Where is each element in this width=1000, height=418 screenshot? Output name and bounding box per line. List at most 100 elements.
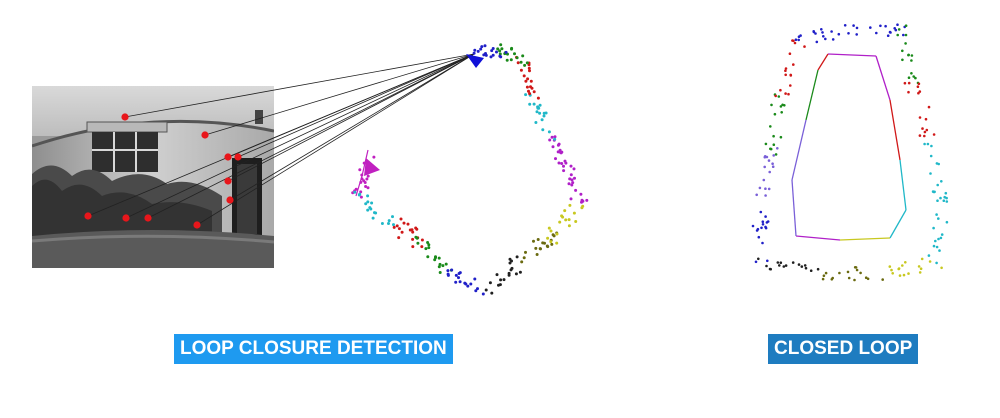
- feature-match-lines: [87, 53, 475, 226]
- map-point: [466, 284, 470, 288]
- map-point: [570, 183, 574, 187]
- map-point: [433, 258, 437, 262]
- map-point: [510, 46, 514, 50]
- map-point: [371, 216, 375, 220]
- map-point: [427, 246, 431, 250]
- map-point: [799, 34, 802, 37]
- map-point: [764, 215, 767, 218]
- map-point: [446, 272, 450, 276]
- map-point: [519, 68, 523, 72]
- map-point: [917, 265, 921, 268]
- map-point: [766, 259, 769, 263]
- map-point: [761, 220, 765, 223]
- map-point: [764, 142, 768, 146]
- map-point: [769, 147, 772, 151]
- map-point: [525, 85, 529, 89]
- map-point: [901, 58, 904, 62]
- match-line: [237, 53, 475, 158]
- map-point: [521, 54, 525, 58]
- map-point: [793, 41, 797, 45]
- map-point: [392, 223, 395, 227]
- map-point: [426, 241, 430, 244]
- map-point: [550, 242, 554, 246]
- map-point: [538, 103, 542, 107]
- map-point: [400, 230, 404, 234]
- map-point: [500, 47, 504, 51]
- map-point: [558, 220, 562, 224]
- map-point: [910, 54, 914, 57]
- map-point: [358, 168, 362, 172]
- map-point: [569, 164, 573, 168]
- map-point: [803, 45, 806, 48]
- map-point: [771, 165, 775, 168]
- map-point: [366, 200, 370, 204]
- map-point: [574, 220, 578, 223]
- map-point: [886, 34, 890, 37]
- map-point: [901, 264, 904, 267]
- map-point: [936, 183, 939, 187]
- map-point: [529, 79, 533, 83]
- map-point: [769, 267, 772, 271]
- map-point: [549, 229, 553, 233]
- map-point: [918, 116, 922, 119]
- map-point: [509, 268, 513, 272]
- house-facade-photo: [32, 86, 274, 268]
- map-point: [530, 86, 534, 90]
- map-point: [815, 40, 819, 44]
- map-point: [474, 289, 478, 293]
- map-point: [904, 261, 907, 264]
- map-point: [524, 93, 528, 97]
- map-point: [774, 153, 778, 156]
- map-point: [776, 147, 779, 150]
- current-pose-marker: [466, 54, 484, 68]
- map-point: [402, 221, 406, 225]
- map-point: [792, 39, 795, 43]
- map-point: [755, 193, 758, 197]
- map-point: [368, 206, 372, 210]
- map-point: [359, 195, 363, 199]
- map-point: [541, 241, 545, 245]
- map-point: [527, 89, 530, 93]
- map-point: [797, 263, 801, 266]
- map-point: [528, 92, 532, 96]
- map-point: [847, 276, 851, 280]
- map-point: [387, 219, 391, 223]
- map-point: [904, 42, 907, 45]
- map-point: [771, 162, 774, 165]
- map-point: [524, 79, 528, 83]
- map-point: [869, 26, 872, 29]
- map-point: [513, 52, 516, 56]
- map-point: [831, 276, 834, 280]
- map-point: [490, 291, 494, 295]
- map-point: [499, 278, 503, 282]
- map-point: [581, 199, 585, 203]
- map-point: [547, 226, 551, 230]
- map-point: [480, 45, 484, 49]
- map-point: [542, 114, 546, 118]
- map-point: [797, 38, 800, 42]
- map-point: [560, 162, 564, 165]
- map-point: [555, 241, 559, 245]
- feature-point: [226, 196, 234, 204]
- map-point: [763, 155, 767, 159]
- start-pose-marker: [364, 158, 380, 176]
- loop-segment: [791, 179, 797, 237]
- map-point: [926, 142, 930, 146]
- map-point: [901, 49, 904, 53]
- map-point: [458, 280, 462, 284]
- map-point: [551, 145, 555, 149]
- map-point: [441, 264, 445, 268]
- map-point: [937, 217, 940, 220]
- map-point: [483, 44, 487, 48]
- map-point: [391, 215, 394, 219]
- map-point: [416, 241, 420, 245]
- map-point: [427, 243, 431, 247]
- map-point: [789, 73, 792, 77]
- map-point: [570, 178, 574, 182]
- loop-segment: [827, 53, 877, 57]
- map-point: [420, 245, 424, 249]
- map-point: [760, 226, 763, 230]
- map-point: [928, 260, 932, 263]
- map-point: [498, 283, 502, 287]
- map-point: [822, 35, 825, 38]
